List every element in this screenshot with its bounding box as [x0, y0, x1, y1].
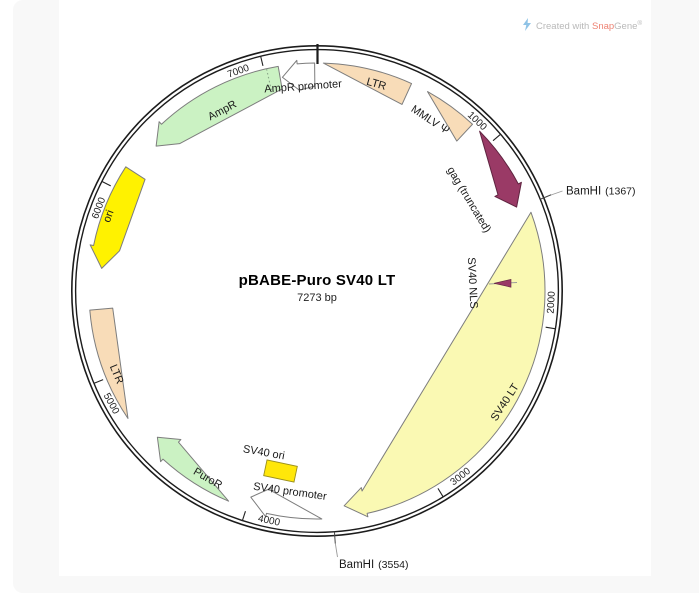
feature-sv40-ori-rect[interactable]	[263, 459, 298, 483]
feature-sv40-lt[interactable]	[343, 211, 546, 518]
snapgene-watermark: Created with SnapGene®	[522, 18, 642, 34]
tick-mark-4000	[241, 511, 246, 521]
feature-label-ltr-5: LTR	[365, 76, 388, 93]
registered-mark: ®	[637, 19, 643, 27]
plasmid-name: pBABE-Puro SV40 LT	[238, 272, 396, 289]
feature-label-sv40-ori: SV40 ori	[242, 443, 286, 462]
enzyme-label-0[interactable]: BamHI (1367)	[566, 186, 636, 198]
enzyme-site-tick-0	[540, 194, 552, 200]
feature-gag-truncated[interactable]	[479, 130, 522, 208]
feature-mmlv-psi[interactable]	[427, 91, 473, 142]
tick-label-4000: 4000	[257, 513, 281, 528]
tick-mark-2000	[545, 326, 556, 330]
feature-ltr-5[interactable]	[322, 62, 413, 105]
enzyme-site-tick-1	[333, 531, 336, 544]
enzyme-leader-line-1	[334, 543, 338, 558]
feature-ltr-3[interactable]	[89, 307, 129, 419]
feature-puror[interactable]	[156, 436, 230, 502]
enzyme-leader-line-0	[550, 190, 563, 196]
enzyme-label-1[interactable]: BamHI (3554)	[339, 559, 409, 571]
tick-mark-5000	[93, 379, 104, 384]
tick-mark-1000	[492, 133, 501, 142]
plasmid-length: 7273 bp	[297, 292, 337, 304]
feature-label-ampr-promoter: AmpR promoter	[264, 78, 343, 95]
brand-snap: Snap	[591, 21, 615, 33]
feature-label-ori: ori	[101, 208, 116, 224]
feature-ampr-promoter[interactable]	[281, 59, 316, 91]
tick-mark-3000	[437, 488, 444, 498]
snapgene-flame-icon	[522, 18, 532, 34]
feature-sv40-nls-marker[interactable]	[493, 279, 512, 288]
tick-mark-6000	[101, 180, 111, 187]
feature-ampr[interactable]	[155, 65, 283, 147]
feature-label-gag-truncated: gag (truncated)	[444, 165, 493, 235]
feature-ori[interactable]	[89, 166, 146, 269]
feature-sv40-promoter[interactable]	[250, 486, 323, 520]
brand-gene: Gene	[614, 21, 638, 33]
tick-label-2000: 2000	[546, 291, 558, 314]
map-canvas	[59, 0, 651, 576]
feature-label-sv40-nls: SV40 NLS	[465, 257, 480, 309]
watermark-text: Created with SnapGene®	[536, 19, 643, 33]
plasmid-title-block: pBABE-Puro SV40 LT 7273 bp	[167, 272, 467, 304]
tick-mark-7000	[260, 56, 264, 67]
